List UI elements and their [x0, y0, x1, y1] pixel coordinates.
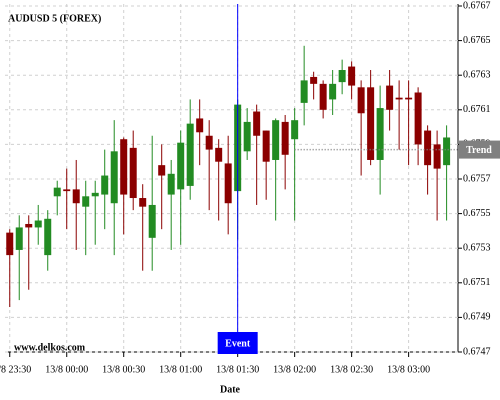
candle-body [186, 123, 194, 186]
y-tick-label: 0.6755 [463, 208, 491, 219]
candle-body [215, 147, 223, 162]
candle-body [405, 97, 413, 100]
candle-body [272, 120, 280, 160]
event-label: Event [225, 338, 251, 349]
candle-body [319, 83, 327, 110]
candle-body [205, 135, 213, 150]
candle-body [262, 130, 270, 162]
candle-body [310, 76, 318, 84]
trend-label-box [459, 140, 500, 159]
x-tick-label: 13/8 03:00 [387, 364, 430, 375]
event-label-box [217, 332, 258, 354]
candle-body [386, 85, 394, 110]
y-tick-label: 0.6761 [463, 104, 491, 115]
candle-body [101, 175, 109, 195]
chart-title: AUDUSD 5 (FOREX) [8, 13, 101, 24]
y-tick-label: 0.6765 [463, 35, 491, 46]
candle-body [338, 70, 346, 83]
y-tick-label: 0.6763 [463, 69, 491, 80]
x-tick-label: 13/8 00:30 [102, 364, 145, 375]
y-tick-label: 0.6751 [463, 277, 491, 288]
x-axis-label: Date [220, 384, 241, 395]
x-tick-label: 13/8 00:00 [45, 364, 88, 375]
candle-body [44, 218, 52, 256]
candle-body [91, 192, 99, 197]
candle-body [357, 87, 365, 114]
candle-body [177, 142, 185, 190]
candle-body [110, 151, 118, 204]
candle-body [376, 108, 384, 160]
candle-body [395, 97, 403, 100]
candle-body [82, 196, 90, 207]
watermark: www.delkos.com [14, 342, 86, 353]
candle-body [424, 130, 432, 166]
candle-body [6, 232, 14, 256]
candle-body [224, 163, 232, 204]
candle-body [291, 120, 299, 140]
candle-body [367, 87, 375, 160]
trend-label: Trend [466, 145, 492, 156]
candle-body [120, 139, 128, 195]
candle-body [158, 165, 166, 176]
candle-body [129, 147, 137, 199]
x-tick-label: 13/8 02:00 [273, 364, 316, 375]
candle-body [414, 92, 422, 145]
x-tick-label: 13/8 01:30 [216, 364, 259, 375]
candle-body [196, 118, 204, 133]
candle-body [348, 66, 356, 86]
y-tick-label: 0.6749 [463, 312, 491, 323]
candle-body [243, 121, 251, 152]
candle-body [15, 227, 23, 250]
candle-body [443, 137, 451, 166]
candle-body [63, 189, 71, 192]
candle-body [34, 220, 42, 228]
candle-body [433, 144, 441, 169]
x-tick-label: 13/8 23:30 [0, 364, 31, 375]
candle-body [329, 83, 337, 100]
candle-body [167, 173, 175, 195]
candle-body [72, 189, 80, 204]
y-tick-label: 0.6757 [463, 173, 491, 184]
candle-body [25, 223, 33, 228]
x-tick-label: 13/8 01:00 [159, 364, 202, 375]
candle-body [139, 198, 147, 207]
candle-body [281, 121, 289, 155]
y-tick-label: 0.6747 [463, 346, 491, 357]
candle-body [300, 80, 308, 103]
y-tick-label: 0.6753 [463, 242, 491, 253]
candle-body [53, 187, 61, 197]
candle-body [253, 111, 261, 136]
candle-body [148, 204, 156, 238]
x-tick-label: 13/8 02:30 [330, 364, 373, 375]
y-tick-label: 0.6767 [463, 0, 491, 11]
